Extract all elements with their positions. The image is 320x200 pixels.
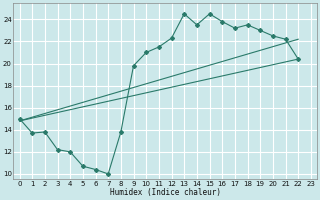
- X-axis label: Humidex (Indice chaleur): Humidex (Indice chaleur): [110, 188, 221, 197]
